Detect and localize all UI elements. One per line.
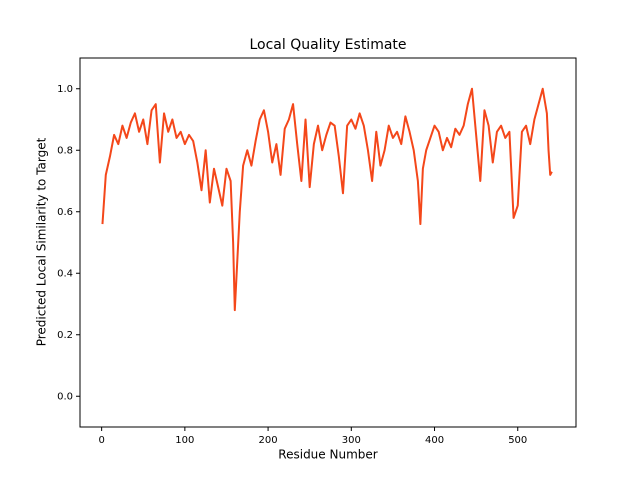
x-tick-label: 300 [342,435,361,446]
plot-frame [79,57,577,428]
y-tick-label: 0.8 [57,145,73,156]
x-tick-label: 400 [425,435,444,446]
x-tick-label: 200 [259,435,278,446]
x-tick-label: 0 [98,435,104,446]
y-tick-label: 0.2 [57,330,73,341]
y-tick-label: 0.4 [57,268,73,279]
chart-title: Local Quality Estimate [249,37,406,53]
x-axis-label: Residue Number [278,448,377,462]
y-tick-label: 1.0 [57,84,73,95]
y-axis-label: Predicted Local Similarity to Target [35,137,49,346]
x-tick-label: 500 [508,435,527,446]
line-series [101,87,553,312]
y-tick-label: 0.0 [57,391,73,402]
y-tick-label: 0.6 [57,207,73,218]
x-tick-label: 100 [175,435,194,446]
